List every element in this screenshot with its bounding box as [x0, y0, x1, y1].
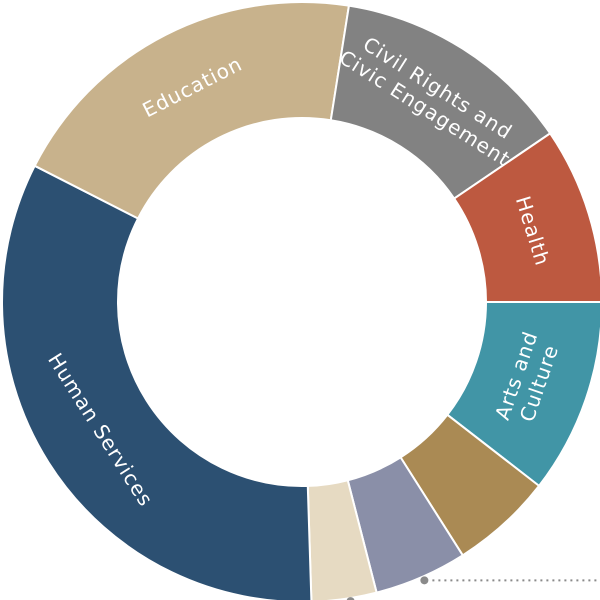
- callout-dot-3: [346, 597, 355, 600]
- donut-segment-7: [452, 131, 600, 303]
- donut-segment-4: [1, 164, 313, 600]
- donut-segment-5: [33, 1, 351, 220]
- callout-dot-2: [420, 576, 429, 585]
